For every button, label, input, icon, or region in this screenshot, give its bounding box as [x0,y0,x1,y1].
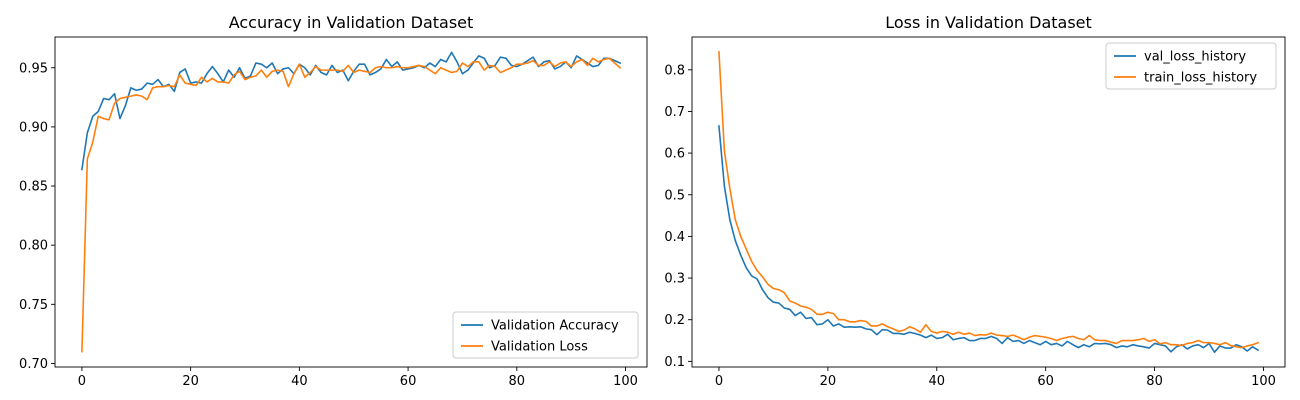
y-tick-label: 0.2 [664,313,685,328]
series-line-2 [81,57,622,353]
y-tick-label: 0.7 [664,105,685,120]
y-tick-label: 0.80 [19,239,48,254]
legend-box [1105,42,1277,90]
x-tick-label: 40 [928,374,945,389]
x-tick-label: 60 [1037,374,1054,389]
plot-frame [691,36,1286,368]
legend-label-1: val_loss_history [1144,50,1246,65]
x-tick-label: 100 [1251,374,1276,389]
y-tick-label: 0.3 [664,272,685,287]
y-tick-label: 0.4 [664,230,685,245]
legend: val_loss_history train_loss_history [1105,42,1277,90]
x-tick-label: 20 [820,374,837,389]
y-tick-label: 0.8 [664,63,685,78]
x-tick-label: 80 [509,374,526,389]
legend-label-2: train_loss_history [1144,71,1257,86]
y-tick-label: 0.5 [664,188,685,203]
chart-title: Accuracy in Validation Dataset [229,13,474,32]
x-tick-label: 100 [613,374,638,389]
plot-frame [54,36,648,368]
y-tick-label: 0.6 [664,147,685,162]
legend-box [452,311,639,359]
y-tick-label: 0.85 [19,180,48,195]
y-tick-label: 0.75 [19,298,48,313]
y-tick-label: 0.90 [19,120,48,135]
x-tick-label: 80 [1146,374,1163,389]
x-tick-label: 20 [182,374,199,389]
y-tick-label: 0.70 [19,357,48,372]
chart-panel-1: Accuracy in Validation Dataset 0 20 40 60 80 1… [19,13,648,389]
x-tick-label: 60 [400,374,417,389]
y-tick-label: 0.95 [19,61,48,76]
x-tick-label: 40 [291,374,308,389]
series-line-1 [81,51,622,171]
chart-title: Loss in Validation Dataset [885,13,1092,32]
legend: Validation Accuracy Validation Loss [452,311,639,359]
legend-label-1: Validation Accuracy [491,319,619,334]
x-tick-label: 0 [78,374,86,389]
series-line-2 [718,51,1260,349]
legend-label-2: Validation Loss [491,340,588,355]
y-tick-label: 0.1 [664,355,685,370]
chart-panel-2: Loss in Validation Dataset 0 20 40 60 80 100 0.… [664,13,1286,389]
series-line-1 [718,125,1260,354]
x-tick-label: 0 [715,374,723,389]
